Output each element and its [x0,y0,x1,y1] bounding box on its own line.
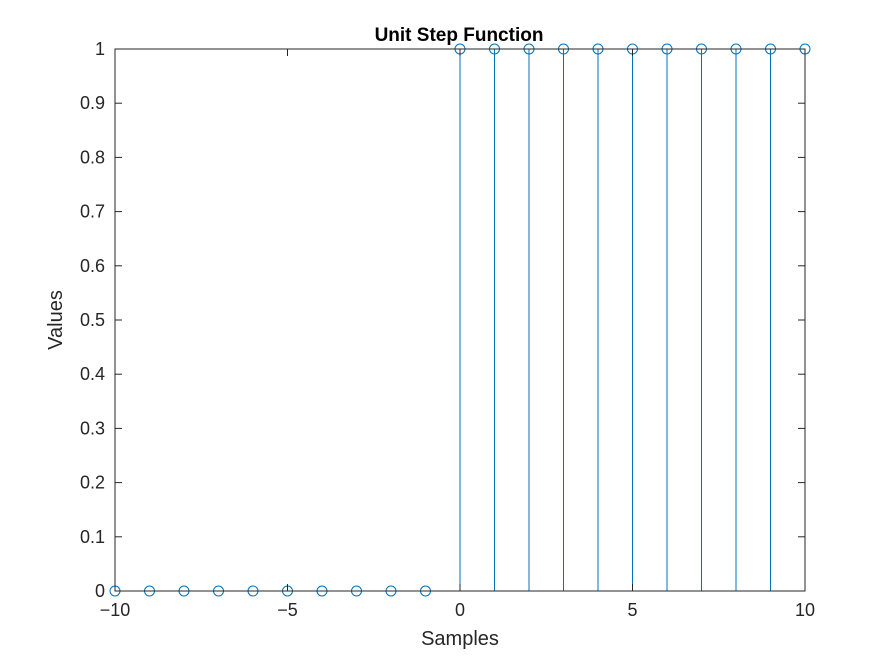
y-axis-ticks: 0 0.1 0.2 0.3 0.4 0.5 0.6 0.7 0.8 0.9 1 [80,39,805,601]
x-tick-label: 10 [795,600,815,620]
y-tick-label: 0.8 [80,147,105,167]
x-axis-ticks: −10 −5 0 5 10 [100,49,815,620]
y-tick-label: 0.6 [80,256,105,276]
y-tick-label: 0 [95,581,105,601]
y-tick-label: 1 [95,39,105,59]
y-tick-label: 0.2 [80,473,105,493]
x-tick-label: 5 [627,600,637,620]
x-tick-label: −10 [100,600,131,620]
stem-series [109,43,811,597]
y-tick-label: 0.4 [80,364,105,384]
x-tick-label: −5 [277,600,298,620]
chart-title: Unit Step Function [375,25,544,46]
y-axis-label: Values [45,290,67,350]
y-tick-label: 0.9 [80,93,105,113]
x-axis-label: Samples [421,628,499,650]
y-tick-label: 0.5 [80,310,105,330]
y-tick-label: 0.3 [80,418,105,438]
y-tick-label: 0.7 [80,202,105,222]
y-tick-label: 0.1 [80,527,105,547]
x-tick-label: 0 [455,600,465,620]
